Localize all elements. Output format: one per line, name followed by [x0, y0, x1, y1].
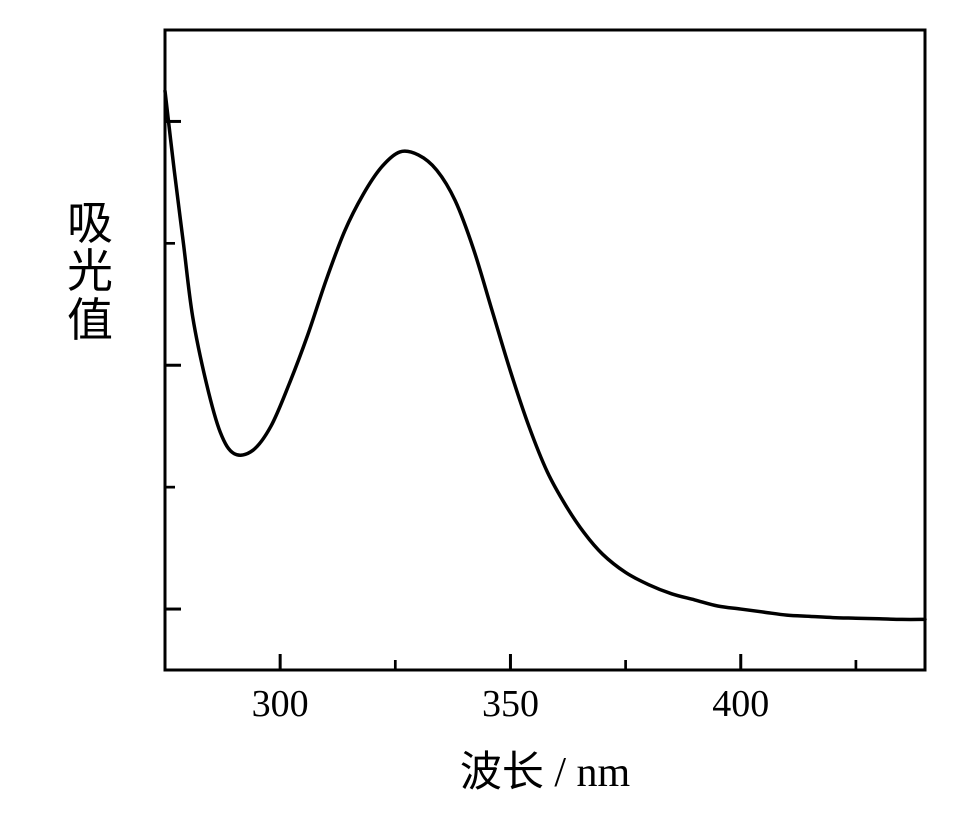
absorbance-curve [165, 91, 925, 620]
ticks-group [165, 121, 856, 670]
x-axis-label-text: 波长 / nm [460, 750, 630, 796]
x-axis-label: 波长 / nm [355, 738, 735, 799]
x-tick-label: 350 [482, 682, 539, 726]
plot-svg [0, 0, 960, 813]
plot-frame [165, 30, 925, 670]
x-tick-label: 300 [252, 682, 309, 726]
x-tick-label: 400 [712, 682, 769, 726]
chart-container: 吸 光 值 300350400 波长 / nm [0, 0, 960, 813]
